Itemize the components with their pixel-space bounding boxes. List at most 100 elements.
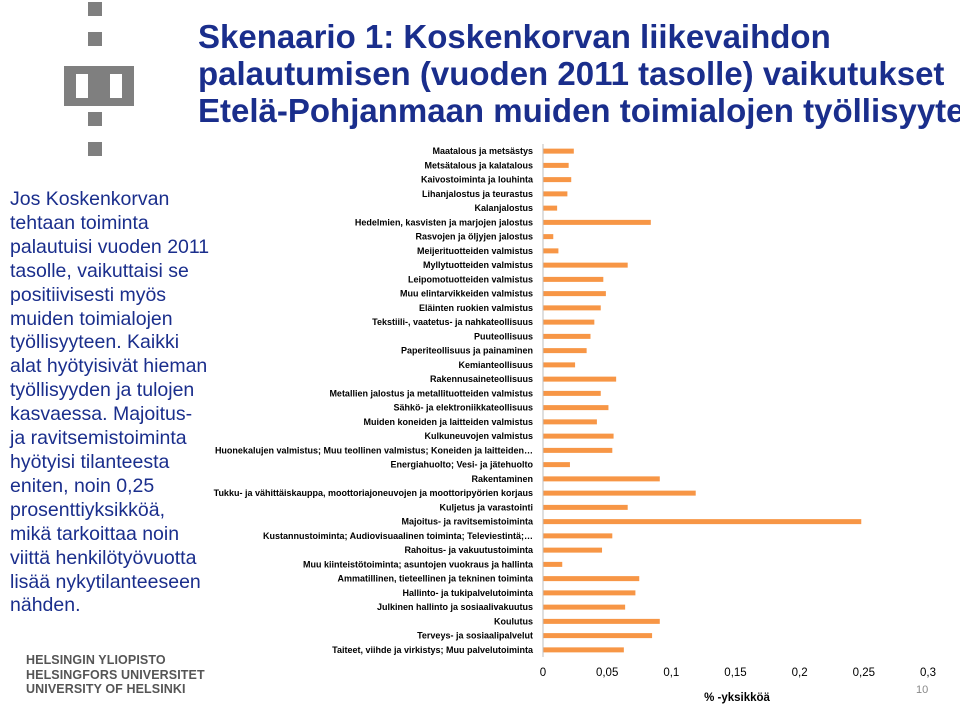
category-label: Metsätalous ja kalatalous	[424, 160, 533, 170]
slide-body-text: Jos Koskenkorvan tehtaan toiminta palaut…	[10, 188, 210, 617]
bar	[543, 162, 569, 168]
category-label: Kuljetus ja varastointi	[439, 502, 533, 512]
category-label: Kaivostoiminta ja louhinta	[421, 175, 534, 185]
slide-title: Skenaario 1: Koskenkorvan liikevaihdon p…	[198, 18, 960, 129]
category-label: Hedelmien, kasvisten ja marjojen jalostu…	[355, 217, 533, 227]
x-tick-labels: 0 0,05 0,1 0,15 0,2 0,25 0,3	[540, 667, 936, 679]
bar	[543, 276, 604, 282]
bar	[543, 234, 554, 240]
category-label: Huonekalujen valmistus; Muu teollinen va…	[215, 445, 533, 455]
bar	[543, 291, 606, 297]
category-label: Lihanjalostus ja teurastus	[422, 189, 533, 199]
category-label: Maatalous ja metsästys	[432, 146, 533, 156]
x-tick-label: 0,2	[792, 667, 808, 679]
title-line: palautumisen (vuoden 2011 tasolle) vaiku…	[198, 55, 945, 92]
bar	[543, 604, 626, 610]
x-tick-label: 0,1	[663, 667, 679, 679]
bar	[543, 348, 587, 354]
category-label: Eläinten ruokien valmistus	[419, 303, 533, 313]
category-label: Julkinen hallinto ja sosiaalivakuutus	[377, 602, 533, 612]
bar	[543, 262, 628, 268]
category-label: Meijerituotteiden valmistus	[417, 246, 533, 256]
category-label: Muu kiinteistötoiminta; asuntojen vuokra…	[303, 559, 534, 569]
bar	[543, 333, 591, 339]
category-label: Rahoitus- ja vakuutustoiminta	[404, 545, 534, 555]
university-name-sv: HELSINGFORS UNIVERSITET	[26, 667, 205, 682]
bar	[543, 405, 609, 411]
bar	[543, 647, 624, 653]
x-axis-label: % -yksikköä	[704, 692, 770, 704]
title-line: Skenaario 1: Koskenkorvan liikevaihdon	[198, 18, 831, 55]
bar	[543, 590, 636, 596]
category-label: Sähkö- ja elektroniikkateollisuus	[393, 403, 533, 413]
category-label: Leipomotuotteiden valmistus	[408, 274, 533, 284]
bar	[543, 248, 559, 254]
bar	[543, 561, 563, 567]
bar	[543, 191, 568, 197]
category-label: Terveys- ja sosiaalipalvelut	[417, 631, 533, 641]
category-label: Kalanjalostus	[474, 203, 533, 213]
bar	[543, 533, 613, 539]
category-labels: Maatalous ja metsästys Metsätalous ja kal…	[214, 146, 534, 655]
university-name-fi: HELSINGIN YLIOPISTO	[26, 653, 166, 667]
bar	[543, 305, 601, 311]
category-label: Rakennusaineteollisuus	[430, 374, 533, 384]
logo-part	[88, 2, 102, 16]
category-label: Muu elintarvikkeiden valmistus	[400, 289, 533, 299]
logo-part	[88, 74, 110, 98]
title-line: Etelä-Pohjanmaan muiden toimialojen työl…	[198, 92, 960, 129]
bar	[543, 219, 651, 225]
x-tick-label: 0,15	[724, 667, 746, 679]
category-label: Energiahuolto; Vesi- ja jätehuolto	[390, 460, 533, 470]
page-number: 10	[916, 684, 929, 696]
category-label: Muiden koneiden ja laitteiden valmistus	[363, 417, 533, 427]
university-name-en: UNIVERSITY OF HELSINKI	[26, 682, 186, 696]
bar	[543, 447, 613, 453]
category-label: Rakentaminen	[471, 474, 533, 484]
category-label: Tukku- ja vähittäiskauppa, moottoriajone…	[214, 488, 533, 498]
bar	[543, 547, 603, 553]
bar	[543, 362, 576, 368]
bar	[543, 633, 653, 639]
category-label: Kemianteollisuus	[458, 360, 533, 370]
category-label: Taiteet, viihde ja virkistys; Muu palvel…	[332, 645, 534, 655]
bar	[543, 504, 628, 510]
bar	[543, 433, 614, 439]
category-label: Koulutus	[494, 616, 533, 626]
category-label: Hallinto- ja tukipalvelutoiminta	[402, 588, 534, 598]
university-of-helsinki-logo	[64, 2, 134, 156]
bar	[543, 376, 617, 382]
bar	[543, 148, 574, 154]
logo-part	[88, 112, 102, 126]
bar	[543, 490, 696, 496]
x-tick-label: 0	[540, 667, 546, 679]
bar	[543, 319, 595, 325]
bar	[543, 576, 640, 582]
x-tick-label: 0,25	[853, 667, 875, 679]
bar	[543, 390, 601, 396]
bar	[543, 205, 558, 211]
bar	[543, 419, 597, 425]
bar	[543, 462, 570, 468]
x-tick-label: 0,3	[920, 667, 936, 679]
category-label: Metallien jalostus ja metallituotteiden …	[329, 388, 533, 398]
category-label: Puuteollisuus	[474, 331, 533, 341]
bars	[543, 148, 862, 653]
x-tick-label: 0,05	[596, 667, 618, 679]
category-label: Myllytuotteiden valmistus	[423, 260, 533, 270]
university-name: HELSINGIN YLIOPISTO HELSINGFORS UNIVERSI…	[26, 653, 205, 697]
category-label: Majoitus- ja ravitsemistoiminta	[401, 517, 534, 527]
category-label: Paperiteollisuus ja painaminen	[401, 346, 533, 356]
bar	[543, 618, 660, 624]
category-label: Rasvojen ja öljyjen jalostus	[415, 232, 533, 242]
category-label: Kustannustoiminta; Audiovisuaalinen toim…	[263, 531, 533, 541]
bar	[543, 519, 862, 525]
category-label: Tekstiili-, vaatetus- ja nahkateollisuus	[372, 317, 533, 327]
category-label: Ammatillinen, tieteellinen ja tekninen t…	[337, 574, 534, 584]
category-label: Kulkuneuvojen valmistus	[424, 431, 533, 441]
bar	[543, 476, 660, 482]
logo-part	[88, 32, 102, 46]
bar	[543, 177, 572, 183]
logo-part	[88, 142, 102, 156]
